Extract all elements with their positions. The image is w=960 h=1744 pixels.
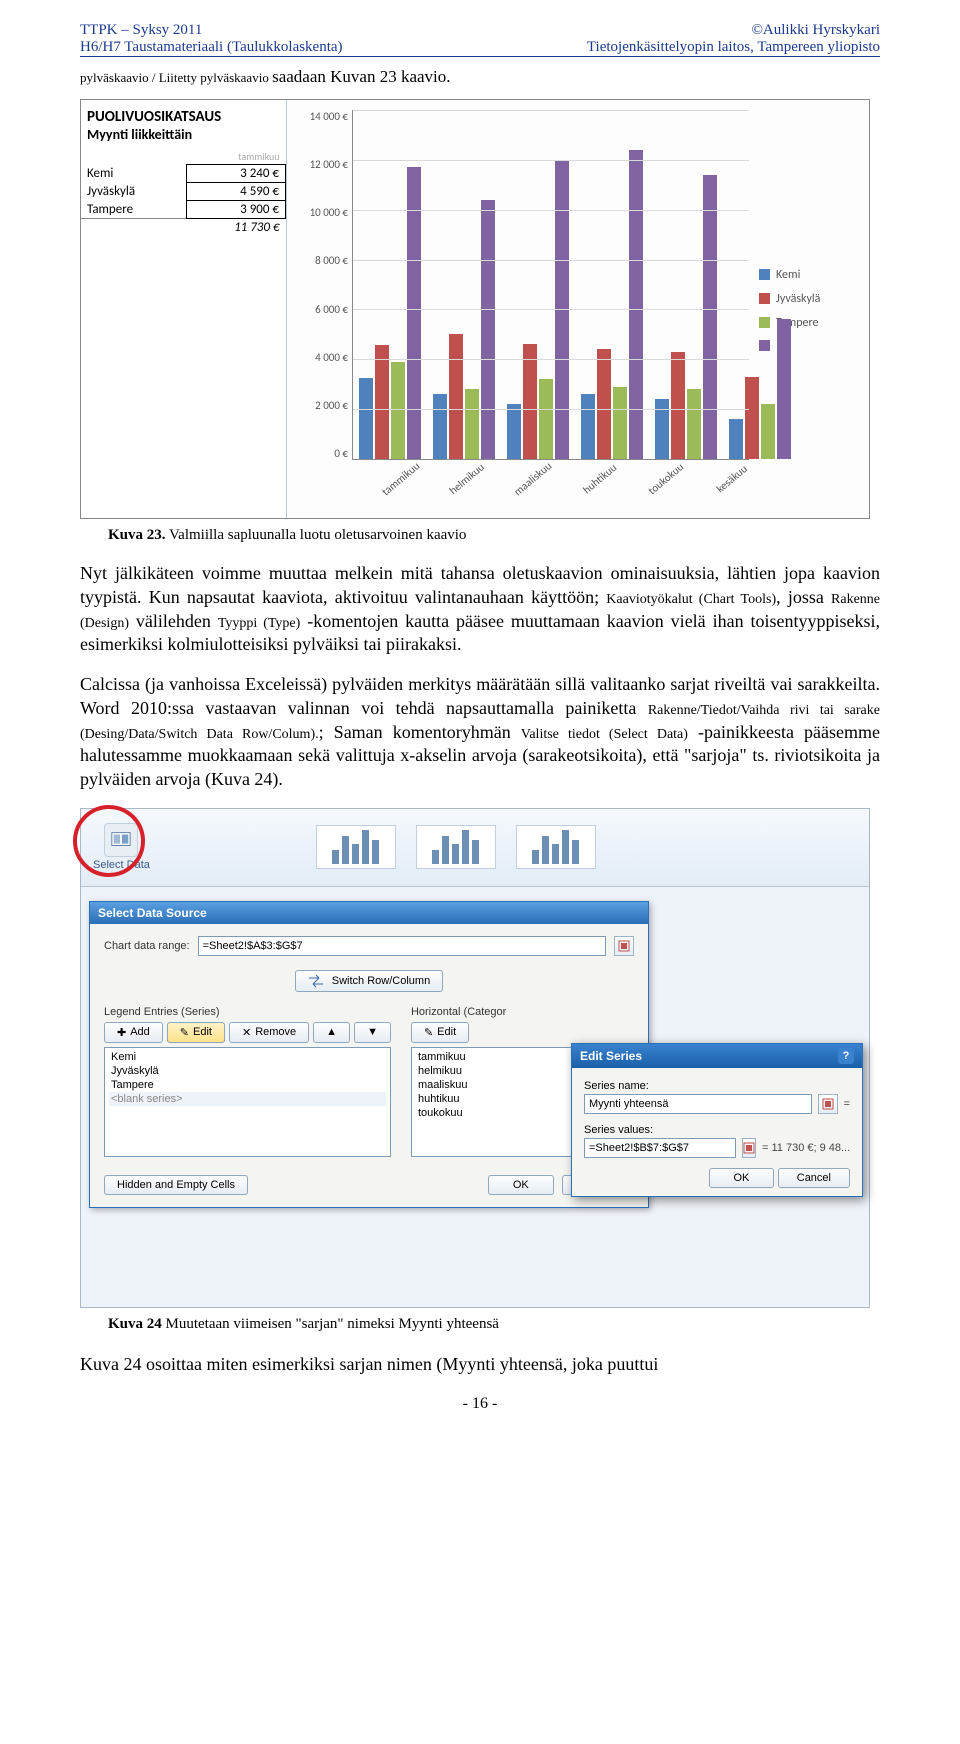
page-header-2: H6/H7 Taustamateriaali (Taulukkolaskenta… [80, 39, 880, 56]
dialog-title: Select Data Source [90, 902, 648, 924]
edit-series-button[interactable]: ✎ Edit [167, 1022, 225, 1043]
intro-small: pylväskaavio / Liitetty pylväskaavio [80, 70, 272, 85]
table-row: Kemi3 240 € [81, 165, 286, 183]
table-row: Tampere3 900 € [81, 201, 286, 219]
header-left-2: H6/H7 Taustamateriaali (Taulukkolaskenta… [80, 39, 343, 56]
y-tick-label: 0 € [334, 447, 348, 460]
bar-group [723, 110, 797, 459]
figure-23-screenshot: PUOLIVUOSIKATSAUS Myynti liikkeittäin ta… [80, 99, 870, 519]
help-icon[interactable]: ? [838, 1048, 854, 1064]
sheet-title-1: PUOLIVUOSIKATSAUS [81, 100, 286, 126]
series-name-input[interactable] [584, 1094, 812, 1114]
intro-line: pylväskaavio / Liitetty pylväskaavio saa… [80, 67, 880, 87]
bar [433, 394, 447, 459]
y-tick-label: 8 000 € [315, 254, 348, 267]
edit-axis-button[interactable]: ✎ Edit [411, 1022, 469, 1043]
values-preview: = 11 730 €; 9 48... [762, 1142, 850, 1154]
header-left-1: TTPK – Syksy 2011 [80, 22, 202, 39]
y-axis: 14 000 € 12 000 € 10 000 € 8 000 € 6 000 € 4 … [297, 110, 352, 460]
bar-group [501, 110, 575, 459]
highlight-circle [73, 805, 145, 877]
switch-row-column-button[interactable]: Switch Row/Column [295, 970, 443, 992]
col-header: tammikuu [186, 149, 286, 165]
bar [777, 319, 791, 459]
bar [449, 334, 463, 459]
ribbon-toolbar: Select Data [81, 809, 869, 887]
list-item[interactable]: Jyväskylä [109, 1064, 386, 1078]
y-tick-label: 12 000 € [310, 158, 348, 171]
chart-panel: 14 000 € 12 000 € 10 000 € 8 000 € 6 000 € 4 … [286, 100, 869, 518]
chart-data-range-input[interactable] [198, 936, 606, 956]
x-axis: tammikuuhelmikuumaaliskuuhuhtikuutoukoku… [297, 460, 749, 508]
dialog2-title: Edit Series [580, 1049, 642, 1063]
figure-23-caption: Kuva 23. Valmiilla sapluunalla luotu ole… [108, 527, 880, 544]
bar [375, 345, 389, 459]
chart-layout-thumb[interactable] [316, 825, 396, 869]
series-name-label: Series name: [584, 1080, 850, 1092]
chart-data-panel: PUOLIVUOSIKATSAUS Myynti liikkeittäin ta… [81, 100, 286, 518]
hidden-cells-button[interactable]: Hidden and Empty Cells [104, 1175, 248, 1195]
move-up-button[interactable]: ▲ [313, 1022, 350, 1043]
y-tick-label: 4 000 € [315, 351, 348, 364]
bar-group [353, 110, 427, 459]
list-item[interactable]: Tampere [109, 1078, 386, 1092]
remove-series-button[interactable]: ✕ Remove [229, 1022, 309, 1043]
edit-series-dialog: Edit Series ? Series name: = Series valu… [571, 1043, 863, 1197]
series-values-input[interactable] [584, 1138, 736, 1158]
ok-button[interactable]: OK [488, 1175, 554, 1195]
header-underline [80, 56, 880, 57]
bar-group [427, 110, 501, 459]
bar [761, 404, 775, 459]
paragraph-1: Nyt jälkikäteen voimme muuttaa melkein m… [80, 562, 880, 657]
range-select-icon[interactable] [742, 1138, 756, 1158]
range-select-icon[interactable] [614, 936, 634, 956]
figure-24-screenshot: Select Data Select Data Source Chart dat… [80, 808, 870, 1308]
bar [629, 150, 643, 459]
paragraph-2: Calcissa (ja vanhoissa Exceleissä) pylvä… [80, 673, 880, 792]
legend-entries-label: Legend Entries (Series) [104, 1006, 391, 1018]
list-item[interactable]: Kemi [109, 1050, 386, 1064]
bar [523, 344, 537, 459]
bar [481, 200, 495, 459]
table-row: Jyväskylä4 590 € [81, 183, 286, 201]
horizontal-axis-label: Horizontal (Categor [411, 1006, 634, 1018]
header-right-2: Tietojenkäsittelyopin laitos, Tampereen … [587, 39, 880, 56]
table-total-row: 11 730 € [81, 219, 286, 237]
y-tick-label: 6 000 € [315, 303, 348, 316]
page-number: - 16 - [80, 1395, 880, 1413]
chart-plot-area [352, 110, 749, 460]
series-listbox[interactable]: Kemi Jyväskylä Tampere <blank series> [104, 1047, 391, 1157]
chart-layout-thumb[interactable] [516, 825, 596, 869]
add-series-button[interactable]: ✚ Add [104, 1022, 163, 1043]
bar-group [575, 110, 649, 459]
bar-group [649, 110, 723, 459]
intro-rest: saadaan Kuvan 23 kaavio. [272, 67, 450, 86]
data-table: tammikuu Kemi3 240 € Jyväskylä4 590 € Ta… [81, 149, 286, 236]
sheet-title-2: Myynti liikkeittäin [81, 126, 286, 149]
y-tick-label: 2 000 € [315, 399, 348, 412]
chart-data-range-label: Chart data range: [104, 940, 190, 952]
cancel-button[interactable]: Cancel [778, 1168, 850, 1188]
closing-paragraph: Kuva 24 osoittaa miten esimerkiksi sarja… [80, 1353, 880, 1377]
series-values-label: Series values: [584, 1124, 850, 1136]
chart-layout-thumb[interactable] [416, 825, 496, 869]
list-item-blank[interactable]: <blank series> [109, 1092, 386, 1106]
move-down-button[interactable]: ▼ [354, 1022, 391, 1043]
equals-hint: = [844, 1098, 850, 1110]
bar [359, 378, 373, 459]
bars-layer [353, 110, 749, 459]
bar [703, 175, 717, 459]
bar [507, 404, 521, 459]
figure-24-caption: Kuva 24 Muutetaan viimeisen "sarjan" nim… [108, 1316, 880, 1333]
select-data-source-dialog: Select Data Source Chart data range: Swi… [89, 901, 649, 1208]
header-right-1: ©Aulikki Hyrskykari [752, 22, 880, 39]
bar [687, 389, 701, 459]
y-tick-label: 14 000 € [310, 110, 348, 123]
ok-button[interactable]: OK [709, 1168, 775, 1188]
y-tick-label: 10 000 € [310, 206, 348, 219]
range-select-icon[interactable] [818, 1094, 838, 1114]
bar [581, 394, 595, 459]
page-header: TTPK – Syksy 2011 ©Aulikki Hyrskykari [80, 22, 880, 39]
chart-layout-gallery [316, 825, 596, 869]
